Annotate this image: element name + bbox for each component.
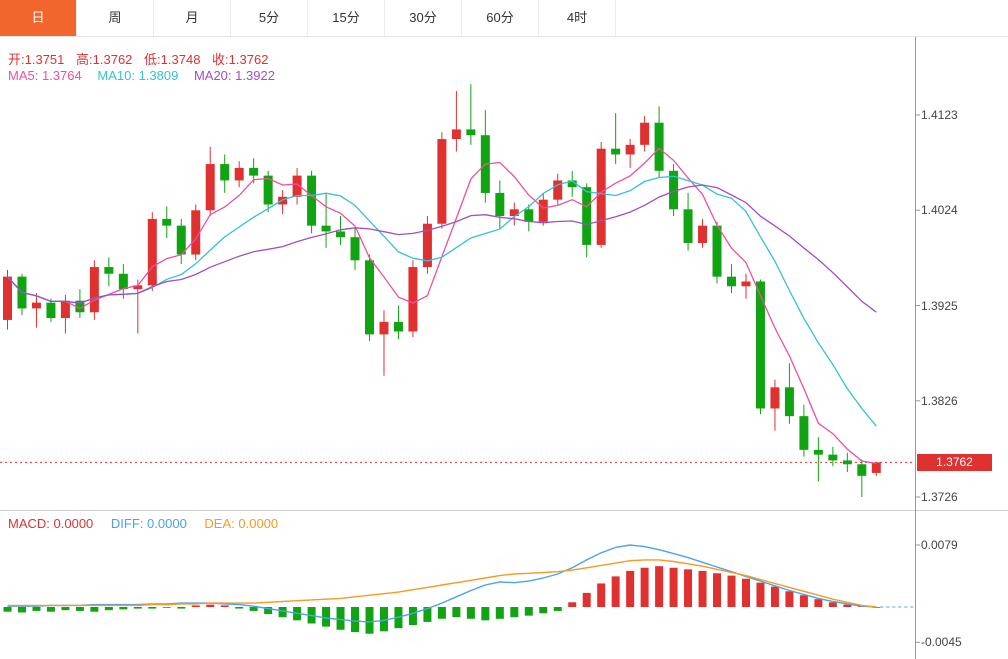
macd-axis-label-max: 0.0079 <box>921 538 958 552</box>
ma20-line <box>7 184 877 313</box>
price-axis-label: 1.4123 <box>921 108 958 122</box>
tab-5min[interactable]: 5分 <box>231 0 308 36</box>
dea-value: DEA: 0.0000 <box>204 516 279 531</box>
tab-15min[interactable]: 15分 <box>308 0 385 36</box>
price-axis-label: 1.3726 <box>921 490 958 504</box>
ma10-value: MA10: 1.3809 <box>97 68 179 83</box>
ma10-line <box>7 175 877 427</box>
ma5-value: MA5: 1.3764 <box>8 68 82 83</box>
tab-week[interactable]: 周 <box>77 0 154 36</box>
macd-axis-label-min: -0.0045 <box>921 635 962 650</box>
macd-histogram-layer <box>3 566 881 634</box>
ma-legend: MA5: 1.3764 MA10: 1.3809 MA20: 1.3922 <box>8 68 275 83</box>
low-label-value: 低:1.3748 <box>144 52 201 67</box>
macd-value: MACD: 0.0000 <box>8 516 94 531</box>
tab-day[interactable]: 日 <box>0 0 77 36</box>
price-axis-label: 1.4024 <box>921 203 958 218</box>
price-axis-label: 1.3925 <box>921 298 958 313</box>
high-label-value: 高:1.3762 <box>76 52 133 67</box>
ma20-value: MA20: 1.3922 <box>193 68 275 83</box>
price-axis-label: 1.3826 <box>921 393 958 408</box>
open-label-value: 开:1.3751 <box>8 52 65 67</box>
macd-legend: MACD: 0.0000 DIFF: 0.0000 DEA: 0.0000 <box>8 516 278 531</box>
tab-month[interactable]: 月 <box>154 0 231 36</box>
current-price-badge: 1.3762 <box>917 453 992 471</box>
tab-60min[interactable]: 60分 <box>462 0 539 36</box>
tab-4hour[interactable]: 4时 <box>539 0 616 36</box>
diff-value: DIFF: 0.0000 <box>110 516 187 531</box>
candles-layer <box>3 84 881 497</box>
ohlc-legend: 开:1.3751 高:1.3762 低:1.3748 收:1.3762 <box>8 49 276 68</box>
dea-line <box>7 559 877 608</box>
close-label-value: 收:1.3762 <box>212 52 269 67</box>
timeframe-tabbar: 日 周 月 5分 15分 30分 60分 4时 <box>0 0 1008 37</box>
tab-30min[interactable]: 30分 <box>385 0 462 36</box>
